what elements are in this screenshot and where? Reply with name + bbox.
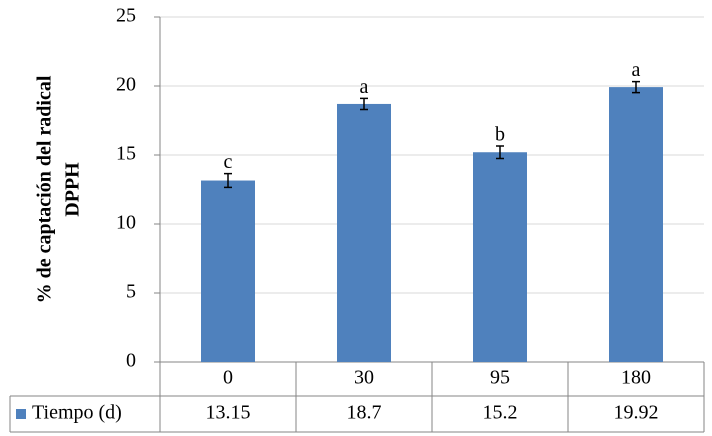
error-bar xyxy=(360,97,368,111)
bar xyxy=(201,180,255,362)
y-tick-label: 5 xyxy=(126,281,136,303)
legend-label: Tiempo (d) xyxy=(32,402,122,424)
significance-label: a xyxy=(632,59,641,81)
table-value: 13.15 xyxy=(206,402,251,424)
significance-label: b xyxy=(495,124,505,146)
error-bar xyxy=(224,172,232,189)
bar xyxy=(337,103,391,362)
y-axis-label: % de captación del radical xyxy=(34,75,56,303)
y-tick-label: 10 xyxy=(116,212,136,234)
x-tick-label: 95 xyxy=(490,367,510,389)
significance-label: c xyxy=(224,151,233,173)
x-tick-label: 30 xyxy=(354,367,374,389)
table-value: 15.2 xyxy=(483,402,518,424)
error-bar xyxy=(632,80,640,94)
x-tick-label: 0 xyxy=(223,367,233,389)
table-value: 18.7 xyxy=(347,402,382,424)
significance-label: a xyxy=(360,76,369,98)
bar xyxy=(473,152,527,362)
x-tick-label: 180 xyxy=(621,367,651,389)
y-axis-label: DPPH xyxy=(62,162,84,217)
bar xyxy=(609,87,663,362)
y-tick-label: 20 xyxy=(116,74,136,96)
error-bar xyxy=(496,145,504,160)
y-tick-label: 25 xyxy=(116,5,136,27)
table-value: 19.92 xyxy=(614,402,659,424)
y-tick-label: 0 xyxy=(126,350,136,372)
y-tick-label: 15 xyxy=(116,143,136,165)
legend-key xyxy=(16,409,26,419)
